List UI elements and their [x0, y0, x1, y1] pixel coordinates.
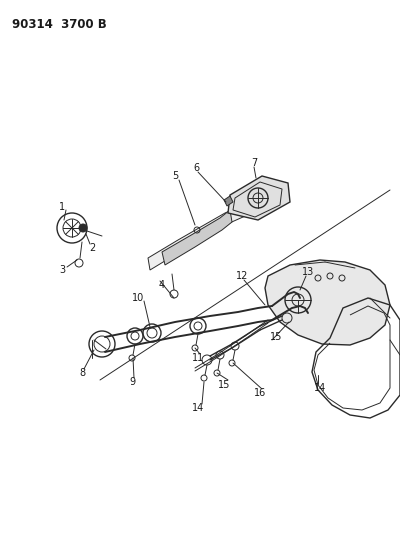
Text: 13: 13 [302, 267, 314, 277]
Polygon shape [224, 196, 233, 206]
Text: 8: 8 [79, 368, 85, 378]
Polygon shape [148, 195, 270, 270]
Circle shape [79, 224, 87, 232]
Polygon shape [228, 176, 290, 220]
Text: 6: 6 [193, 163, 199, 173]
Text: 4: 4 [159, 280, 165, 290]
Text: 5: 5 [172, 171, 178, 181]
Text: 15: 15 [218, 380, 230, 390]
Text: 16: 16 [254, 388, 266, 398]
Text: 1: 1 [59, 202, 65, 212]
Text: 11: 11 [192, 353, 204, 363]
Text: 90314  3700 B: 90314 3700 B [12, 18, 107, 31]
Text: 10: 10 [132, 293, 144, 303]
Text: 9: 9 [129, 377, 135, 387]
Text: 15: 15 [270, 332, 282, 342]
Text: 14: 14 [314, 383, 326, 393]
Text: 3: 3 [59, 265, 65, 275]
Text: 14: 14 [192, 403, 204, 413]
Text: 12: 12 [236, 271, 248, 281]
Text: 7: 7 [251, 158, 257, 168]
Polygon shape [162, 210, 232, 265]
Polygon shape [265, 260, 390, 345]
Text: 2: 2 [89, 243, 95, 253]
